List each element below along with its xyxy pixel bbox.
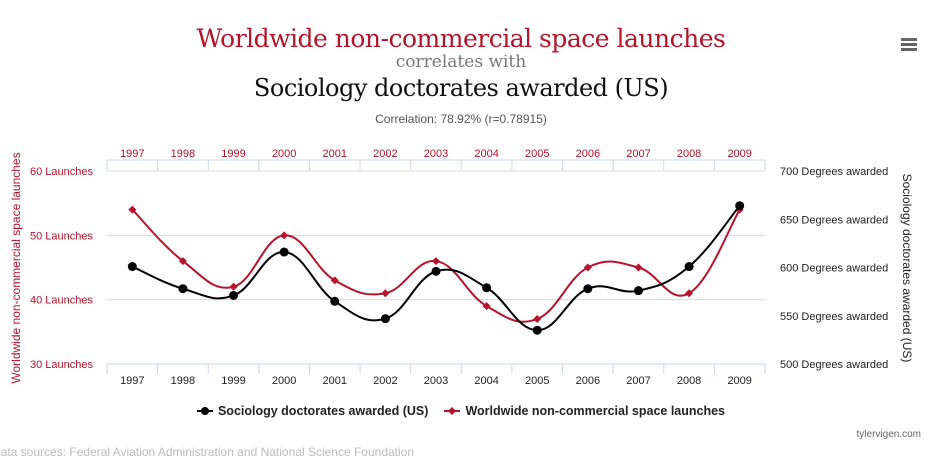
top-x-tick-label: 2003 [424,148,448,160]
launches-point [533,314,542,323]
bottom-x-tick-label: 2005 [525,375,549,387]
bottom-x-tick-label: 1999 [221,375,245,387]
bottom-x-tick-label: 2002 [373,375,397,387]
left-tick-label: 30 Launches [30,359,93,371]
launches-point [583,263,592,272]
right-tick-label: 700 Degrees awarded [780,166,888,178]
chart-connector: correlates with [395,52,527,72]
chart: 30 Launches 40 Launches 50 Launches 60 Laun… [9,148,914,387]
left-axis-title: Worldwide non-commercial space launches [9,152,23,383]
top-x-tick-label: 1997 [120,148,144,160]
launches-point [330,276,339,285]
launches-point [381,289,390,298]
sociology-point [127,262,137,272]
sociology-point [380,314,390,324]
top-x-tick-label: 2005 [525,148,549,160]
bottom-x-tick-label: 1997 [120,375,144,387]
right-tick-label: 550 Degrees awarded [780,311,888,323]
top-x-tick-label: 2004 [474,148,498,160]
right-axis-title: Sociology doctorates awarded (US) [900,174,914,363]
legend-label: Worldwide non-commercial space launches [465,404,726,418]
launches-point [634,263,643,272]
right-tick-label: 650 Degrees awarded [780,214,888,226]
correlation-text: Correlation: 78.92% (r=0.78915) [375,112,547,126]
legend-item-sociology[interactable]: Sociology doctorates awarded (US) [196,404,429,418]
sociology-point [431,266,441,276]
sociology-point [178,284,188,294]
sociology-point [330,296,340,306]
bottom-x-tick-label: 2006 [576,375,600,387]
legend-item-launches[interactable]: Worldwide non-commercial space launches [444,404,725,418]
bottom-x-tick-label: 2001 [323,375,347,387]
top-x-tick-label: 2006 [576,148,600,160]
launches-point [482,302,491,311]
bottom-x-tick-label: 1998 [171,375,195,387]
data-sources: Data sources: Federal Aviation Administr… [0,445,415,459]
chart-title: Worldwide non-commercial space launches [196,24,726,53]
launches-point [178,257,187,266]
top-x-tick-label: 2001 [323,148,347,160]
bottom-x-tick-label: 2009 [727,375,751,387]
sociology-point [583,284,593,294]
left-tick-label: 60 Launches [30,166,93,178]
launches-point [229,282,238,291]
sociology-point [532,325,542,335]
bottom-x-tick-label: 2008 [677,375,701,387]
legend-label: Sociology doctorates awarded (US) [217,404,429,418]
bottom-x-tick-label: 2007 [626,375,650,387]
top-x-tick-label: 1999 [221,148,245,160]
hamburger-menu-icon[interactable] [901,38,917,53]
top-x-tick-label: 2008 [677,148,701,160]
sociology-point [735,201,745,211]
bottom-x-tick-label: 2004 [474,375,498,387]
black-circle-marker-icon [196,407,213,415]
top-x-tick-label: 2002 [373,148,397,160]
chart-subtitle: Sociology doctorates awarded (US) [253,74,669,102]
top-x-tick-label: 2000 [272,148,296,160]
sociology-point [229,290,239,300]
bottom-x-tick-label: 2003 [424,375,448,387]
left-tick-label: 50 Launches [30,230,93,242]
credit-link[interactable]: tylervigen.com [856,429,921,440]
launches-line [131,208,741,323]
launches-point [128,205,137,214]
sociology-point [633,286,643,296]
launches-point [432,257,440,266]
top-x-tick-label: 2009 [727,148,751,160]
legend: Sociology doctorates awarded (US) Worldw… [0,404,922,418]
launches-point [685,289,694,298]
top-x-tick-label: 2007 [626,148,650,160]
sociology-point [279,247,289,257]
top-x-tick-label: 1998 [171,148,195,160]
right-tick-label: 500 Degrees awarded [780,359,888,371]
red-diamond-marker-icon [444,407,461,415]
sociology-point [684,262,694,272]
right-tick-label: 600 Degrees awarded [780,263,888,275]
bottom-x-tick-label: 2000 [272,375,296,387]
launches-point [280,231,289,240]
left-tick-label: 40 Launches [30,295,93,307]
sociology-point [482,283,492,293]
